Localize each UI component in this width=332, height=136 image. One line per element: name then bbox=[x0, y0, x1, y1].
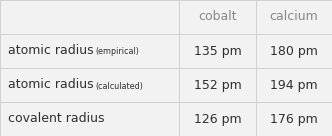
Text: (empirical): (empirical) bbox=[96, 47, 139, 56]
Text: atomic radius: atomic radius bbox=[8, 78, 94, 92]
Text: 135 pm: 135 pm bbox=[194, 44, 241, 58]
Text: covalent radius: covalent radius bbox=[8, 112, 105, 126]
Text: cobalt: cobalt bbox=[198, 10, 237, 24]
Text: 176 pm: 176 pm bbox=[270, 112, 318, 126]
Text: 180 pm: 180 pm bbox=[270, 44, 318, 58]
Text: calcium: calcium bbox=[270, 10, 318, 24]
Text: atomic radius: atomic radius bbox=[8, 44, 94, 58]
Text: 152 pm: 152 pm bbox=[194, 78, 241, 92]
Text: (calculated): (calculated) bbox=[96, 81, 143, 90]
Text: 194 pm: 194 pm bbox=[270, 78, 318, 92]
Text: 126 pm: 126 pm bbox=[194, 112, 241, 126]
